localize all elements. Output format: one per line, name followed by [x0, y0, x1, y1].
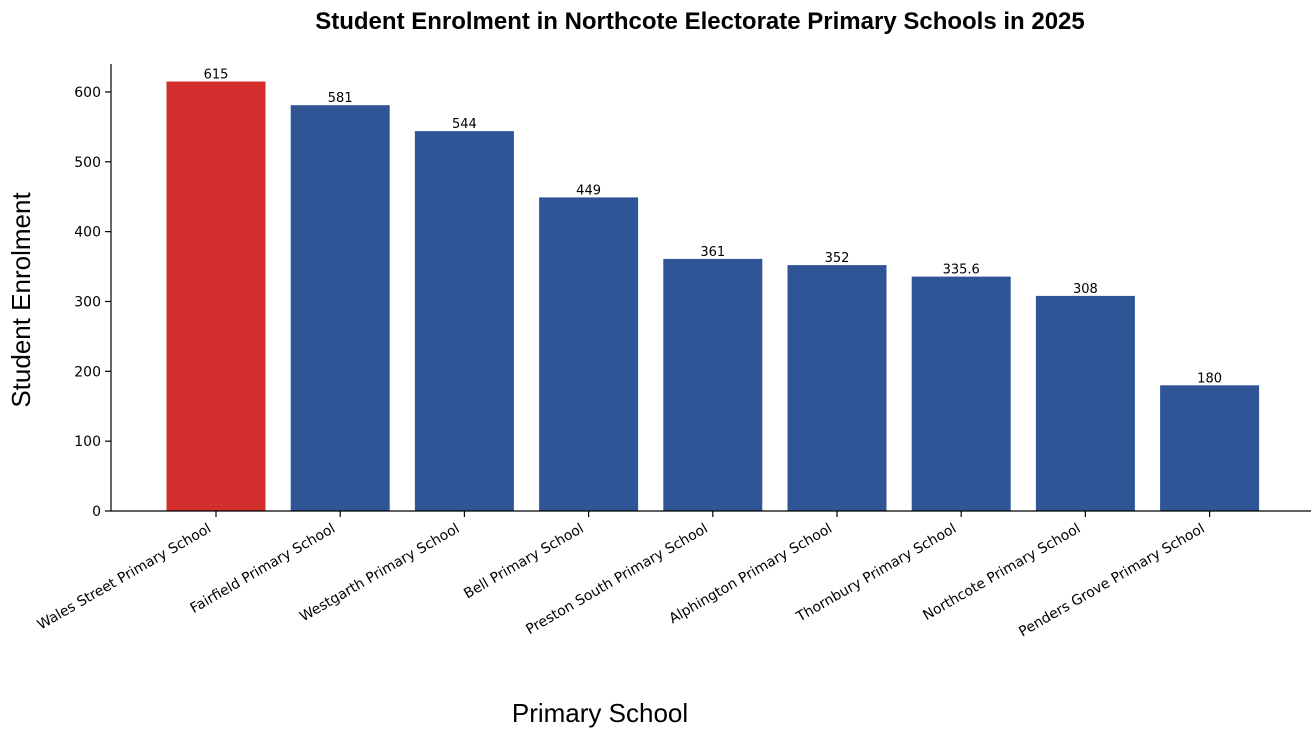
bar-9	[1160, 385, 1260, 511]
bar-6	[787, 265, 887, 511]
data-label-1: 615	[204, 68, 229, 83]
y-tick-label-6: 600	[74, 85, 101, 101]
y-tick-label-1: 100	[74, 434, 101, 450]
y-tick-label-3: 300	[74, 294, 101, 310]
bar-2	[290, 105, 390, 511]
data-label-4: 449	[576, 183, 601, 198]
x-axis-title: Primary School	[512, 698, 688, 728]
data-labels-layer: 615 581 544 449 361 352 335.6 308 180	[204, 68, 1222, 387]
bars-layer	[166, 81, 1260, 511]
data-label-3: 544	[452, 117, 477, 132]
y-tick-label-0: 0	[92, 504, 101, 520]
data-label-7: 335.6	[943, 263, 980, 278]
x-tick-label-4: Bell Primary School	[461, 521, 586, 603]
bar-4	[539, 197, 639, 511]
x-tick-label-1: Wales Street Primary School	[35, 521, 214, 634]
bar-3	[414, 131, 514, 511]
y-tick-label-2: 200	[74, 364, 101, 380]
data-label-5: 361	[700, 245, 725, 260]
data-label-6: 352	[825, 251, 850, 266]
bar-1	[166, 81, 266, 511]
bar-5	[663, 258, 763, 511]
bar-8	[1035, 295, 1135, 511]
chart-title: Student Enrolment in Northcote Electorat…	[315, 8, 1085, 35]
y-tick-label-5: 500	[74, 155, 101, 171]
data-label-2: 581	[328, 91, 353, 106]
data-label-8: 308	[1073, 282, 1098, 297]
y-axis-title: Student Enrolment	[6, 192, 36, 408]
y-tick-label-4: 400	[74, 225, 101, 241]
bar-7	[911, 276, 1011, 511]
data-label-9: 180	[1197, 371, 1222, 386]
